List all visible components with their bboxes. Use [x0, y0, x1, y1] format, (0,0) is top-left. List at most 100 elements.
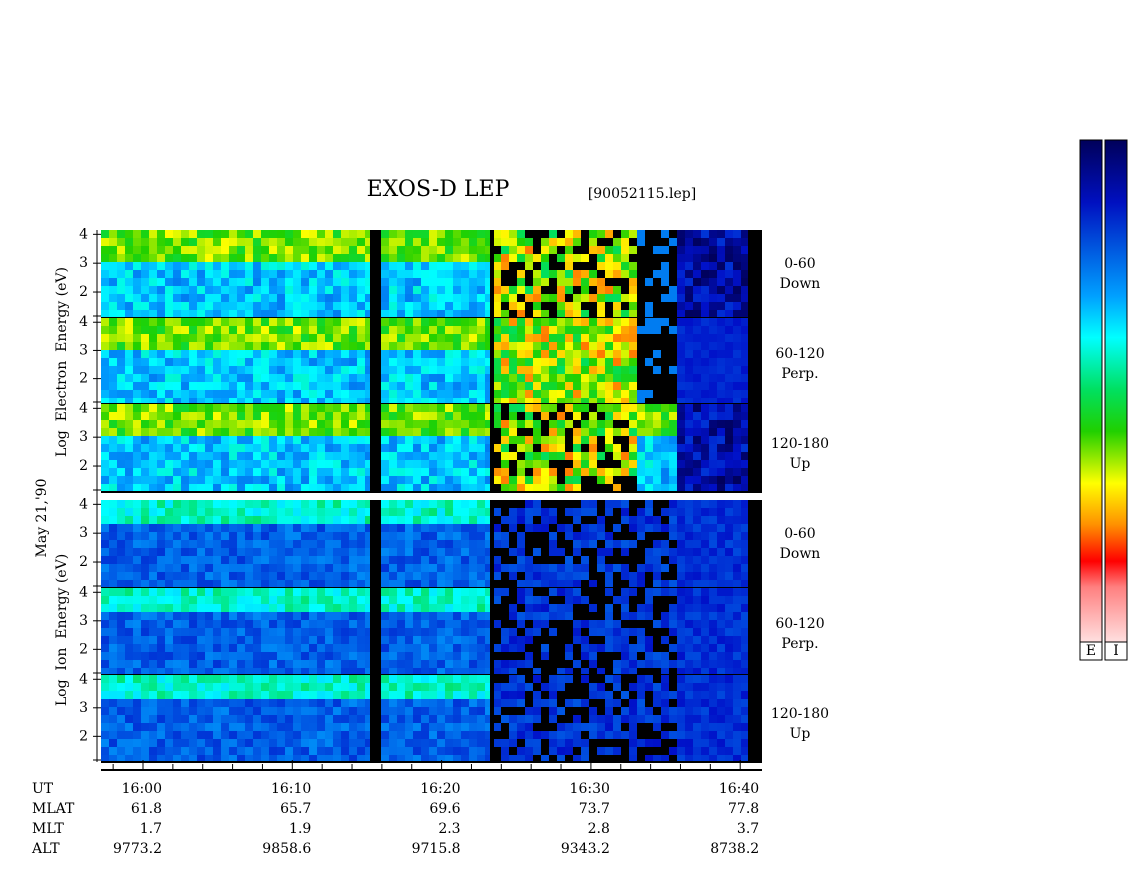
spectrogram-cell	[461, 532, 469, 540]
spectrogram-cell	[469, 246, 477, 254]
spectrogram-cell	[653, 476, 661, 484]
spectrogram-cell	[125, 310, 133, 318]
spectrogram-cell	[397, 238, 405, 246]
spectrogram-cell	[109, 230, 117, 238]
spectrogram-cell	[629, 468, 637, 476]
spectrogram-cell	[189, 262, 197, 270]
spectrogram-cell	[269, 596, 277, 604]
spectrogram-cell	[701, 326, 709, 334]
spectrogram-cell	[117, 747, 125, 755]
spectrogram-cell	[421, 572, 429, 580]
spectrogram-cell	[229, 254, 237, 262]
spectrogram-cell	[493, 644, 501, 652]
spectrogram-cell	[149, 460, 157, 468]
spectrogram-cell	[261, 683, 269, 691]
spectrogram-cell	[461, 715, 469, 723]
spectrogram-cell	[221, 412, 229, 420]
spectrogram-cell	[301, 326, 309, 334]
spectrogram-cell	[661, 318, 669, 326]
spectrogram-cell	[125, 723, 133, 731]
spectrogram-cell	[253, 564, 261, 572]
spectrogram-cell	[573, 238, 581, 246]
spectrogram-cell	[437, 468, 445, 476]
spectrogram-cell	[621, 382, 629, 390]
spectrogram-cell	[613, 342, 621, 350]
spectrogram-cell	[741, 516, 748, 524]
spectrogram-cell	[293, 262, 301, 270]
spectrogram-cell	[277, 262, 285, 270]
spectrogram-cell	[261, 318, 269, 326]
spectrogram-cell	[605, 436, 613, 444]
spectrogram-cell	[573, 254, 581, 262]
spectrogram-cell	[317, 516, 325, 524]
spectrogram-cell	[645, 444, 653, 452]
spectrogram-cell	[501, 318, 509, 326]
spectrogram-cell	[229, 358, 237, 366]
spectrogram-cell	[229, 707, 237, 715]
spectrogram-cell	[357, 500, 365, 508]
spectrogram-cell	[637, 468, 645, 476]
spectrogram-cell	[445, 596, 453, 604]
spectrogram-cell	[477, 318, 485, 326]
spectrogram-cell	[237, 286, 245, 294]
spectrogram-cell	[101, 254, 109, 262]
spectrogram-cell	[677, 588, 685, 596]
spectrogram-cell	[389, 382, 397, 390]
spectrogram-cell	[653, 412, 661, 420]
spectrogram-cell	[381, 302, 389, 310]
spectrogram-cell	[301, 342, 309, 350]
spectrogram-cell	[125, 620, 133, 628]
spectrogram-cell	[621, 452, 629, 460]
spectrogram-cell	[253, 699, 261, 707]
spectrogram-cell	[509, 548, 517, 556]
spectrogram-cell	[333, 286, 341, 294]
spectrogram-cell	[453, 342, 461, 350]
spectrogram-cell	[445, 580, 453, 588]
spectrogram-cell	[733, 444, 741, 452]
spectrogram-cell	[485, 572, 493, 580]
spectrogram-cell	[445, 612, 453, 620]
spectrogram-cell	[429, 460, 437, 468]
spectrogram-cell	[293, 731, 301, 739]
spectrogram-cell	[197, 382, 205, 390]
spectrogram-cell	[549, 548, 557, 556]
spectrogram-cell	[549, 588, 557, 596]
spectrogram-cell	[253, 707, 261, 715]
spectrogram-cell	[165, 238, 173, 246]
spectrogram-cell	[589, 468, 597, 476]
spectrogram-cell	[357, 564, 365, 572]
spectrogram-cell	[437, 436, 445, 444]
spectrogram-cell	[461, 238, 469, 246]
spectrogram-cell	[405, 366, 413, 374]
spectrogram-cell	[557, 390, 565, 398]
spectrogram-cell	[261, 675, 269, 683]
spectrogram-cell	[437, 516, 445, 524]
spectrogram-cell	[357, 468, 365, 476]
spectrogram-cell	[333, 739, 341, 747]
panel-direction: Perp.	[781, 366, 818, 382]
spectrogram-cell	[485, 230, 493, 238]
spectrogram-cell	[381, 484, 389, 492]
spectrogram-cell	[485, 310, 493, 318]
spectrogram-cell	[133, 723, 141, 731]
spectrogram-cell	[397, 596, 405, 604]
spectrogram-cell	[397, 476, 405, 484]
spectrogram-cell	[573, 755, 581, 762]
spectrogram-cell	[349, 460, 357, 468]
spectrogram-cell	[213, 404, 221, 412]
row-value: 16:20	[420, 781, 460, 797]
spectrogram-cell	[141, 596, 149, 604]
spectrogram-cell	[533, 715, 541, 723]
spectrogram-cell	[501, 460, 509, 468]
spectrogram-cell	[293, 668, 301, 675]
y-tick-label: 2	[79, 371, 88, 387]
spectrogram-cell	[245, 731, 253, 739]
spectrogram-cell	[125, 278, 133, 286]
spectrogram-cell	[549, 420, 557, 428]
spectrogram-cell	[341, 588, 349, 596]
y-tick-label: 3	[79, 525, 88, 541]
spectrogram-cell	[165, 390, 173, 398]
spectrogram-cell	[421, 548, 429, 556]
spectrogram-cell	[693, 452, 701, 460]
spectrogram-cell	[285, 715, 293, 723]
